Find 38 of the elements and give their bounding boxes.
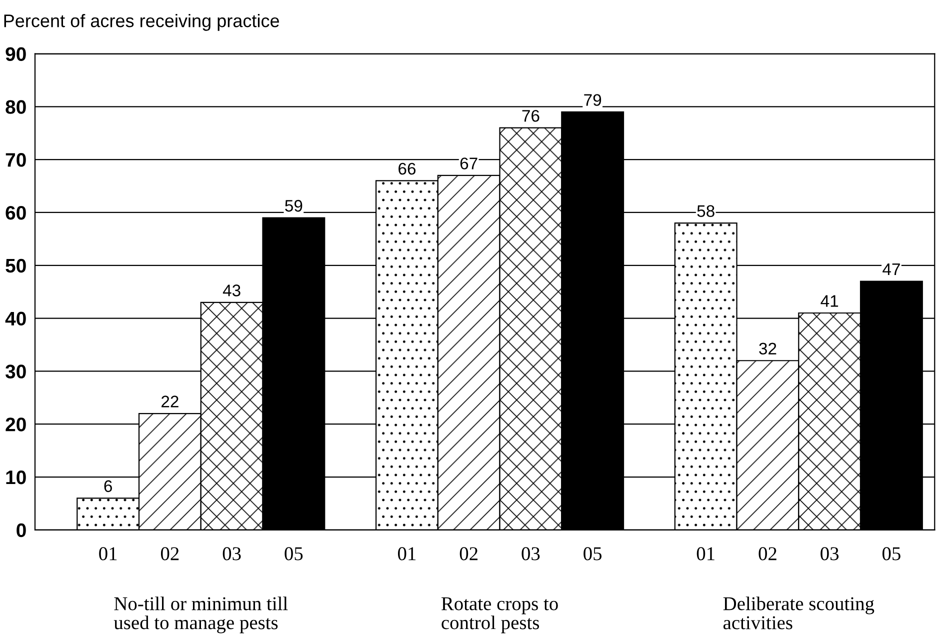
series-label: 03 xyxy=(222,547,241,560)
y-tick-label: 30 xyxy=(5,364,26,378)
text: 01 xyxy=(696,547,714,560)
data-label: 22 xyxy=(162,396,178,408)
y-axis-title: Percent of acres receiving practice xyxy=(4,14,280,31)
text: 05 xyxy=(584,547,602,560)
data-label: 79 xyxy=(584,94,602,106)
y-tick-label: 40 xyxy=(5,312,26,326)
data-label: 59 xyxy=(285,200,302,212)
data-label: 47 xyxy=(882,264,900,276)
text: 03 xyxy=(522,547,540,560)
text: 05 xyxy=(882,547,900,560)
x-tick-label: No-till or minimun till used to manage pests xyxy=(114,596,288,634)
y-tick-label: 90 xyxy=(6,47,26,61)
data-label: 32 xyxy=(759,342,776,355)
text: 01 xyxy=(398,547,416,560)
data-label: 76 xyxy=(522,110,540,122)
data-label: 66 xyxy=(398,162,416,175)
data-label: 6 xyxy=(104,480,112,492)
y-tick-label: 60 xyxy=(6,206,26,220)
text: 02 xyxy=(460,547,478,560)
data-label: 67 xyxy=(460,158,478,170)
data-label: 43 xyxy=(222,284,240,296)
series-label: 02 xyxy=(160,547,179,560)
data-label: 41 xyxy=(820,295,838,307)
series-label: 01 xyxy=(99,547,117,560)
data-label: 58 xyxy=(697,205,714,217)
y-tick-label: 70 xyxy=(6,153,26,167)
x-tick-label: Deliberate scouting activities xyxy=(723,596,874,630)
series-label: 05 xyxy=(284,547,303,560)
y-tick-label: 10 xyxy=(6,470,26,484)
y-tick-label: 80 xyxy=(6,100,26,114)
text: 03 xyxy=(820,547,839,560)
y-tick-label: 0 xyxy=(16,523,26,538)
y-tick-label: 20 xyxy=(6,418,26,432)
text: 02 xyxy=(758,547,776,560)
x-tick-label: Rotate crops to control pests xyxy=(441,597,558,634)
y-tick-label: 50 xyxy=(6,258,26,273)
